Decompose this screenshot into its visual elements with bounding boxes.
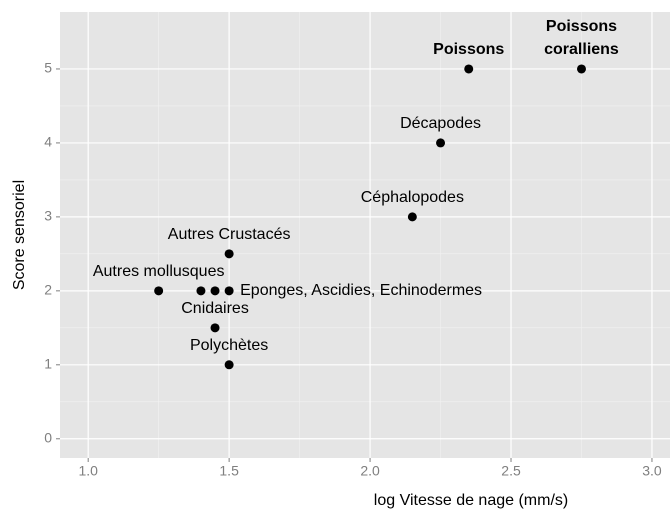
- x-tick-label: 1.5: [219, 463, 239, 479]
- point-label: Polychètes: [190, 337, 268, 354]
- point: [210, 323, 220, 333]
- x-tick-label: 3.0: [642, 463, 662, 479]
- y-tick-label: 0: [44, 429, 52, 445]
- y-tick-label: 3: [44, 208, 52, 224]
- y-tick-label: 4: [44, 134, 52, 150]
- y-tick-label: 5: [44, 60, 52, 76]
- y-axis-title: Score sensoriel: [11, 180, 28, 290]
- point-label: Autres mollusques: [93, 263, 225, 280]
- point: [464, 64, 474, 74]
- point-label: Céphalopodes: [361, 189, 464, 206]
- point: [436, 138, 446, 148]
- point-label: Autres Crustacés: [168, 226, 291, 243]
- y-tick-label: 1: [44, 356, 52, 372]
- point-label: Poissons coralliens: [544, 18, 619, 58]
- point: [407, 212, 417, 222]
- point-label: Eponges, Ascidies, Echinodermes: [240, 282, 482, 299]
- point: [224, 286, 234, 296]
- point-label: Poissons: [433, 41, 504, 58]
- x-axis-title: log Vitesse de nage (mm/s): [374, 492, 568, 509]
- point: [196, 286, 206, 296]
- x-tick-label: 2.5: [501, 463, 521, 479]
- panel: [60, 12, 670, 458]
- point-label: Décapodes: [400, 115, 481, 132]
- point: [224, 249, 234, 259]
- x-tick-label: 1.0: [78, 463, 98, 479]
- point-label: Cnidaires: [181, 300, 249, 317]
- grid: [60, 12, 670, 458]
- point: [154, 286, 164, 296]
- point: [210, 286, 220, 296]
- point: [576, 64, 586, 74]
- point: [224, 360, 234, 370]
- y-tick-label: 2: [44, 282, 52, 298]
- x-tick-label: 2.0: [360, 463, 380, 479]
